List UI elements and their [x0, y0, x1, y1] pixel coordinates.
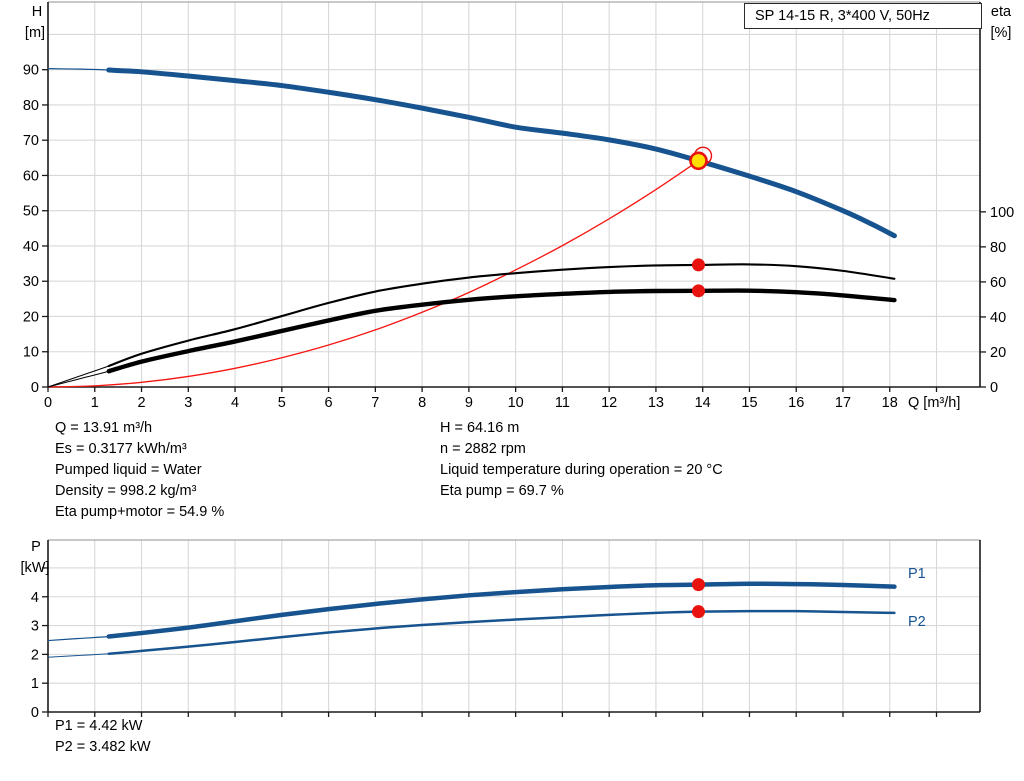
- tick-label: 6: [325, 395, 333, 411]
- tick-label: 50: [23, 204, 39, 220]
- tick-label: 11: [555, 395, 570, 411]
- tick-label: 20: [990, 345, 1006, 361]
- h-axis-name: H: [31, 4, 43, 20]
- tick-label: 2: [31, 647, 39, 663]
- tick-label: 20: [23, 309, 39, 325]
- annotation-p1: P1 = 4.42 kW: [55, 718, 143, 734]
- tick-label: 0: [44, 395, 52, 411]
- annotation-es: Es = 0.3177 kWh/m³: [55, 441, 187, 457]
- duty-annotations-right: H = 64.16 m n = 2882 rpm Liquid temperat…: [440, 420, 723, 504]
- tick-label: 12: [601, 395, 617, 411]
- tick-label: 1: [91, 395, 99, 411]
- p1-curve-label: P1: [908, 566, 926, 582]
- tick-label: 5: [278, 395, 286, 411]
- tick-label: 10: [508, 395, 524, 411]
- pump-title: SP 14-15 R, 3*400 V, 50Hz: [755, 8, 930, 24]
- p1-point: [691, 578, 705, 592]
- tick-label: 30: [23, 274, 39, 290]
- tick-label: 0: [31, 380, 39, 396]
- tick-label: 60: [23, 168, 39, 184]
- tick-label: 17: [835, 395, 851, 411]
- eta-axis-unit: [%]: [990, 25, 1012, 41]
- tick-label: 16: [788, 395, 804, 411]
- tick-label: 100: [990, 205, 1014, 221]
- tick-label: 4: [231, 395, 239, 411]
- tick-label: 80: [23, 98, 39, 114]
- annotation-n: n = 2882 rpm: [440, 441, 526, 457]
- annotation-q: Q = 13.91 m³/h: [55, 420, 153, 436]
- annotation-eta-pump: Eta pump = 69.7 %: [440, 483, 564, 499]
- p2-curve-lead: [47, 610, 895, 658]
- tick-label: 10: [23, 345, 39, 361]
- tick-label: 0: [31, 705, 39, 721]
- q-axis-label: Q [m³/h]: [908, 395, 961, 411]
- tick-label: 40: [990, 310, 1006, 326]
- p-axis-unit: [kW]: [20, 560, 50, 576]
- system-curve: [47, 160, 700, 388]
- eta-pump-curve: [107, 263, 896, 368]
- annotation-temperature: Liquid temperature during operation = 20…: [440, 462, 723, 478]
- annotation-density: Density = 998.2 kg/m³: [55, 483, 197, 499]
- tick-label: 14: [695, 395, 711, 411]
- eta-pump-motor-curve-lead: [47, 290, 895, 388]
- annotation-eta-pump-motor: Eta pump+motor = 54.9 %: [55, 504, 225, 520]
- h-curve: [106, 67, 897, 239]
- eta-pump-motor-curve: [106, 288, 897, 374]
- annotation-p2: P2 = 3.482 kW: [55, 739, 151, 755]
- annotation-liquid: Pumped liquid = Water: [55, 462, 202, 478]
- tick-label: 4: [31, 590, 39, 606]
- eta-axis-name: eta: [990, 4, 1012, 20]
- p2-curve: [107, 609, 896, 656]
- power-annotations: P1 = 4.42 kW P2 = 3.482 kW: [55, 718, 151, 760]
- p1-curve: [106, 581, 897, 639]
- h-axis-unit: [m]: [24, 25, 46, 41]
- eta-pump-curve-lead: [47, 263, 895, 388]
- eta-pump-motor-point: [691, 284, 705, 298]
- tick-label: 2: [137, 395, 145, 411]
- duty-annotations-left: Q = 13.91 m³/h Es = 0.3177 kWh/m³ Pumped…: [55, 420, 224, 525]
- duty-point-marker[interactable]: [689, 151, 708, 171]
- p-axis-name: P: [31, 539, 41, 555]
- tick-label: 18: [882, 395, 898, 411]
- tick-label: 60: [990, 275, 1006, 291]
- power-chart: 0 1 2 3 4: [31, 539, 981, 721]
- p2-point: [691, 605, 705, 619]
- tick-label: 40: [23, 239, 39, 255]
- tick-label: 70: [23, 133, 39, 149]
- tick-label: 9: [465, 395, 473, 411]
- tick-label: 0: [990, 380, 998, 396]
- tick-label: 3: [31, 619, 39, 635]
- hq-eta-chart: 0 1 2 3 4 5 6 7 8 9 10 11 12 13 14 15 16 17 18010203040506…: [23, 1, 1014, 411]
- tick-label: 1: [31, 676, 39, 692]
- tick-label: 3: [184, 395, 192, 411]
- tick-label: 7: [371, 395, 379, 411]
- tick-label: 8: [418, 395, 426, 411]
- annotation-h: H = 64.16 m: [440, 420, 520, 436]
- p2-curve-label: P2: [908, 614, 926, 630]
- eta-pump-point: [691, 258, 705, 272]
- pump-title-box: SP 14-15 R, 3*400 V, 50Hz: [744, 3, 982, 29]
- tick-label: 13: [648, 395, 664, 411]
- tick-label: 15: [741, 395, 757, 411]
- tick-label: 80: [990, 240, 1006, 256]
- tick-label: 90: [23, 63, 39, 79]
